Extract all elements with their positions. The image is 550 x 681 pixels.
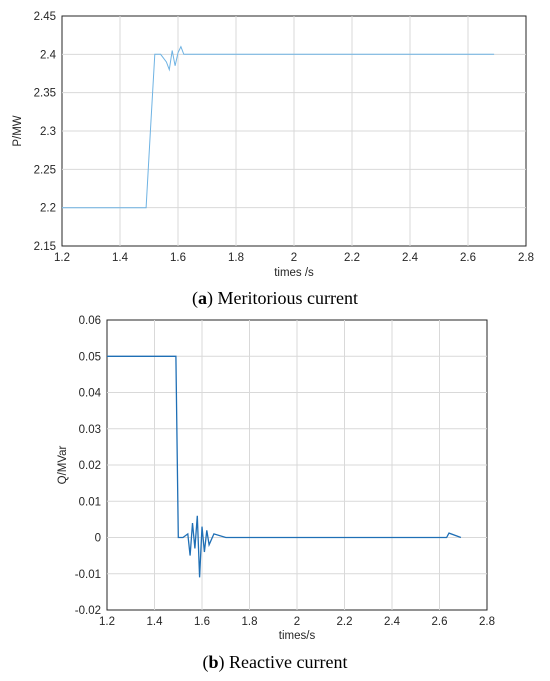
chart-b-ytick-label: 0.02: [79, 460, 101, 472]
caption-a-text: Meritorious current: [217, 288, 358, 308]
chart-a-ytick-label: 2.15: [34, 241, 56, 253]
chart-b-xticks: 1.2 1.4 1.6 1.8 2 2.2 2.4 2.6 2.8: [99, 616, 495, 628]
chart-a-ytick-label: 2.2: [40, 203, 56, 215]
chart-b-xlabel: times/s: [279, 630, 316, 642]
chart-a-xtick-label: 1.6: [170, 252, 186, 264]
chart-a-ytick-label: 2.4: [40, 49, 57, 61]
chart-b-xtick-label: 1.4: [147, 616, 164, 628]
chart-a-ytick-label: 2.45: [34, 11, 56, 23]
chart-a-xtick-label: 2.6: [460, 252, 476, 264]
chart-b-ytick-label: -0.02: [75, 605, 101, 617]
chart-b-series-line: [107, 355, 462, 578]
chart-b-ytick-label: 0.05: [79, 351, 101, 363]
chart-b-yticks: -0.02 -0.01 0 0.01 0.02 0.03 0.04 0.05 0.06: [75, 315, 102, 617]
chart-a-ylabel: P/MW: [12, 115, 24, 146]
chart-b-xtick-label: 2.2: [337, 616, 353, 628]
chart-b-xtick-label: 1.2: [99, 616, 115, 628]
chart-a-ytick-label: 2.25: [34, 164, 56, 176]
chart-b-ytick-label: 0.03: [79, 424, 101, 436]
chart-a-xtick-label: 1.4: [112, 252, 129, 264]
chart-b-xtick-label: 2.4: [384, 616, 401, 628]
chart-a-xtick-label: 2.8: [518, 252, 534, 264]
chart-a-ytick-label: 2.35: [34, 88, 56, 100]
chart-b-xtick-label: 2.6: [432, 616, 448, 628]
chart-b-xtick-label: 1.6: [194, 616, 210, 628]
chart-a-xtick-label: 1.8: [228, 252, 244, 264]
chart-b-ylabel: Q/MVar: [57, 445, 69, 484]
chart-b-xtick-label: 2.8: [479, 616, 495, 628]
caption-b-label: b: [208, 652, 219, 672]
chart-b-xtick-label: 2: [294, 616, 300, 628]
chart-a-yticks: 2.15 2.2 2.25 2.3 2.35 2.4 2.45: [34, 11, 57, 253]
chart-a-xlabel: times /s: [274, 267, 314, 279]
caption-a-label: a: [198, 288, 208, 308]
chart-a: 1.2 1.4 1.6 1.8 2 2.2 2.4 2.6 2.8 2.15 2.2 2.25 2.3…: [12, 11, 534, 279]
chart-a-ytick-label: 2.3: [40, 126, 56, 138]
chart-b: 1.2 1.4 1.6 1.8 2 2.2 2.4 2.6 2.8 -0.02 -0.01 0 0.0…: [57, 315, 495, 642]
chart-b-ytick-label: 0.04: [79, 388, 102, 400]
chart-b-ytick-label: 0.01: [79, 496, 101, 508]
chart-b-ytick-label: -0.01: [75, 569, 101, 581]
caption-a: (a) Meritorious current: [192, 288, 358, 308]
chart-b-xtick-label: 1.8: [242, 616, 258, 628]
chart-a-xtick-label: 2: [291, 252, 297, 264]
caption-b: (b) Reactive current: [202, 652, 348, 672]
chart-a-xtick-label: 1.2: [54, 252, 70, 264]
chart-b-ytick-label: 0.06: [79, 315, 101, 327]
chart-a-xtick-label: 2.4: [402, 252, 419, 264]
chart-a-series-line: [62, 45, 495, 209]
chart-a-xticks: 1.2 1.4 1.6 1.8 2 2.2 2.4 2.6 2.8: [54, 252, 534, 264]
chart-b-ytick-label: 0: [95, 533, 101, 545]
caption-b-text: Reactive current: [229, 652, 348, 672]
chart-a-xtick-label: 2.2: [344, 252, 360, 264]
